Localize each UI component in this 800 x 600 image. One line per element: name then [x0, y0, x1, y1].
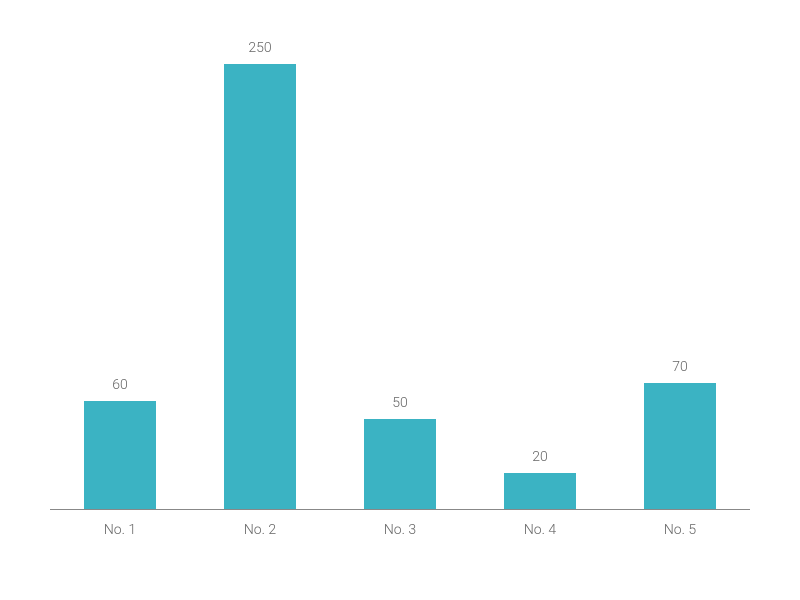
bars-wrapper: 60 250 50 20 70 [50, 40, 750, 509]
bar-group: 70 [610, 40, 750, 509]
x-axis-label: No. 3 [330, 522, 470, 538]
bar-value-label: 50 [392, 395, 408, 411]
bar [224, 64, 296, 509]
bar-value-label: 70 [672, 359, 688, 375]
bar [504, 473, 576, 509]
bar-group: 50 [330, 40, 470, 509]
plot-area: 60 250 50 20 70 [50, 40, 750, 510]
x-axis-label: No. 5 [610, 522, 750, 538]
bar-value-label: 250 [248, 40, 271, 56]
bar-chart: 60 250 50 20 70 No. 1 No. 2 No. 3 [50, 40, 750, 540]
x-axis-label: No. 2 [190, 522, 330, 538]
bar-group: 20 [470, 40, 610, 509]
bar [644, 383, 716, 509]
x-axis-labels: No. 1 No. 2 No. 3 No. 4 No. 5 [50, 522, 750, 538]
bar-value-label: 60 [112, 377, 128, 393]
bar-value-label: 20 [532, 449, 548, 465]
x-axis-label: No. 1 [50, 522, 190, 538]
bar-group: 250 [190, 40, 330, 509]
bar [364, 419, 436, 509]
bar [84, 401, 156, 509]
bar-group: 60 [50, 40, 190, 509]
x-axis-label: No. 4 [470, 522, 610, 538]
